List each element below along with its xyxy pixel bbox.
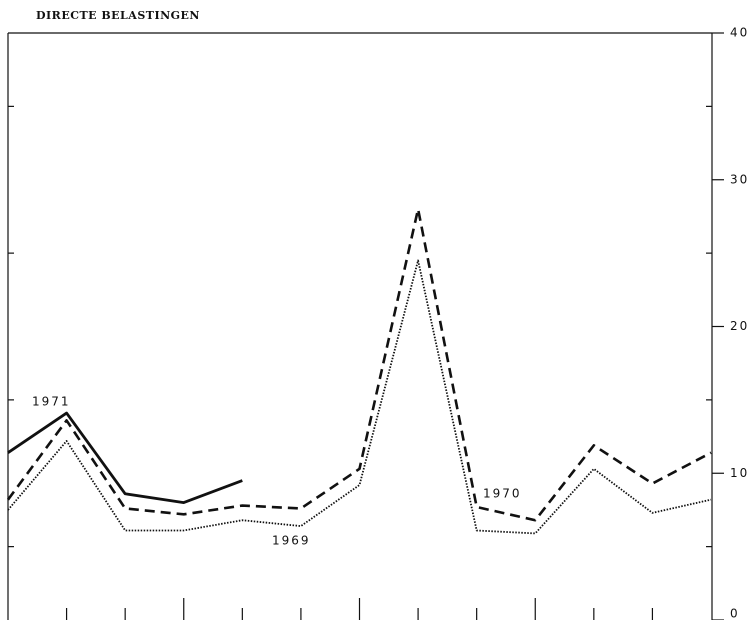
series-label: 1969 xyxy=(272,534,311,548)
series-label: 1971 xyxy=(32,395,71,409)
chart-title: DIRECTE BELASTINGEN xyxy=(36,9,200,22)
y-tick-label: 40 xyxy=(730,26,749,40)
series-line xyxy=(7,411,243,504)
y-tick-label: 30 xyxy=(730,172,749,186)
y-tick-label: 0 xyxy=(730,607,740,620)
y-tick-label: 20 xyxy=(730,319,749,333)
y-tick-label: 10 xyxy=(730,466,749,480)
series-line xyxy=(6,207,712,522)
series-label: 1970 xyxy=(483,487,522,501)
